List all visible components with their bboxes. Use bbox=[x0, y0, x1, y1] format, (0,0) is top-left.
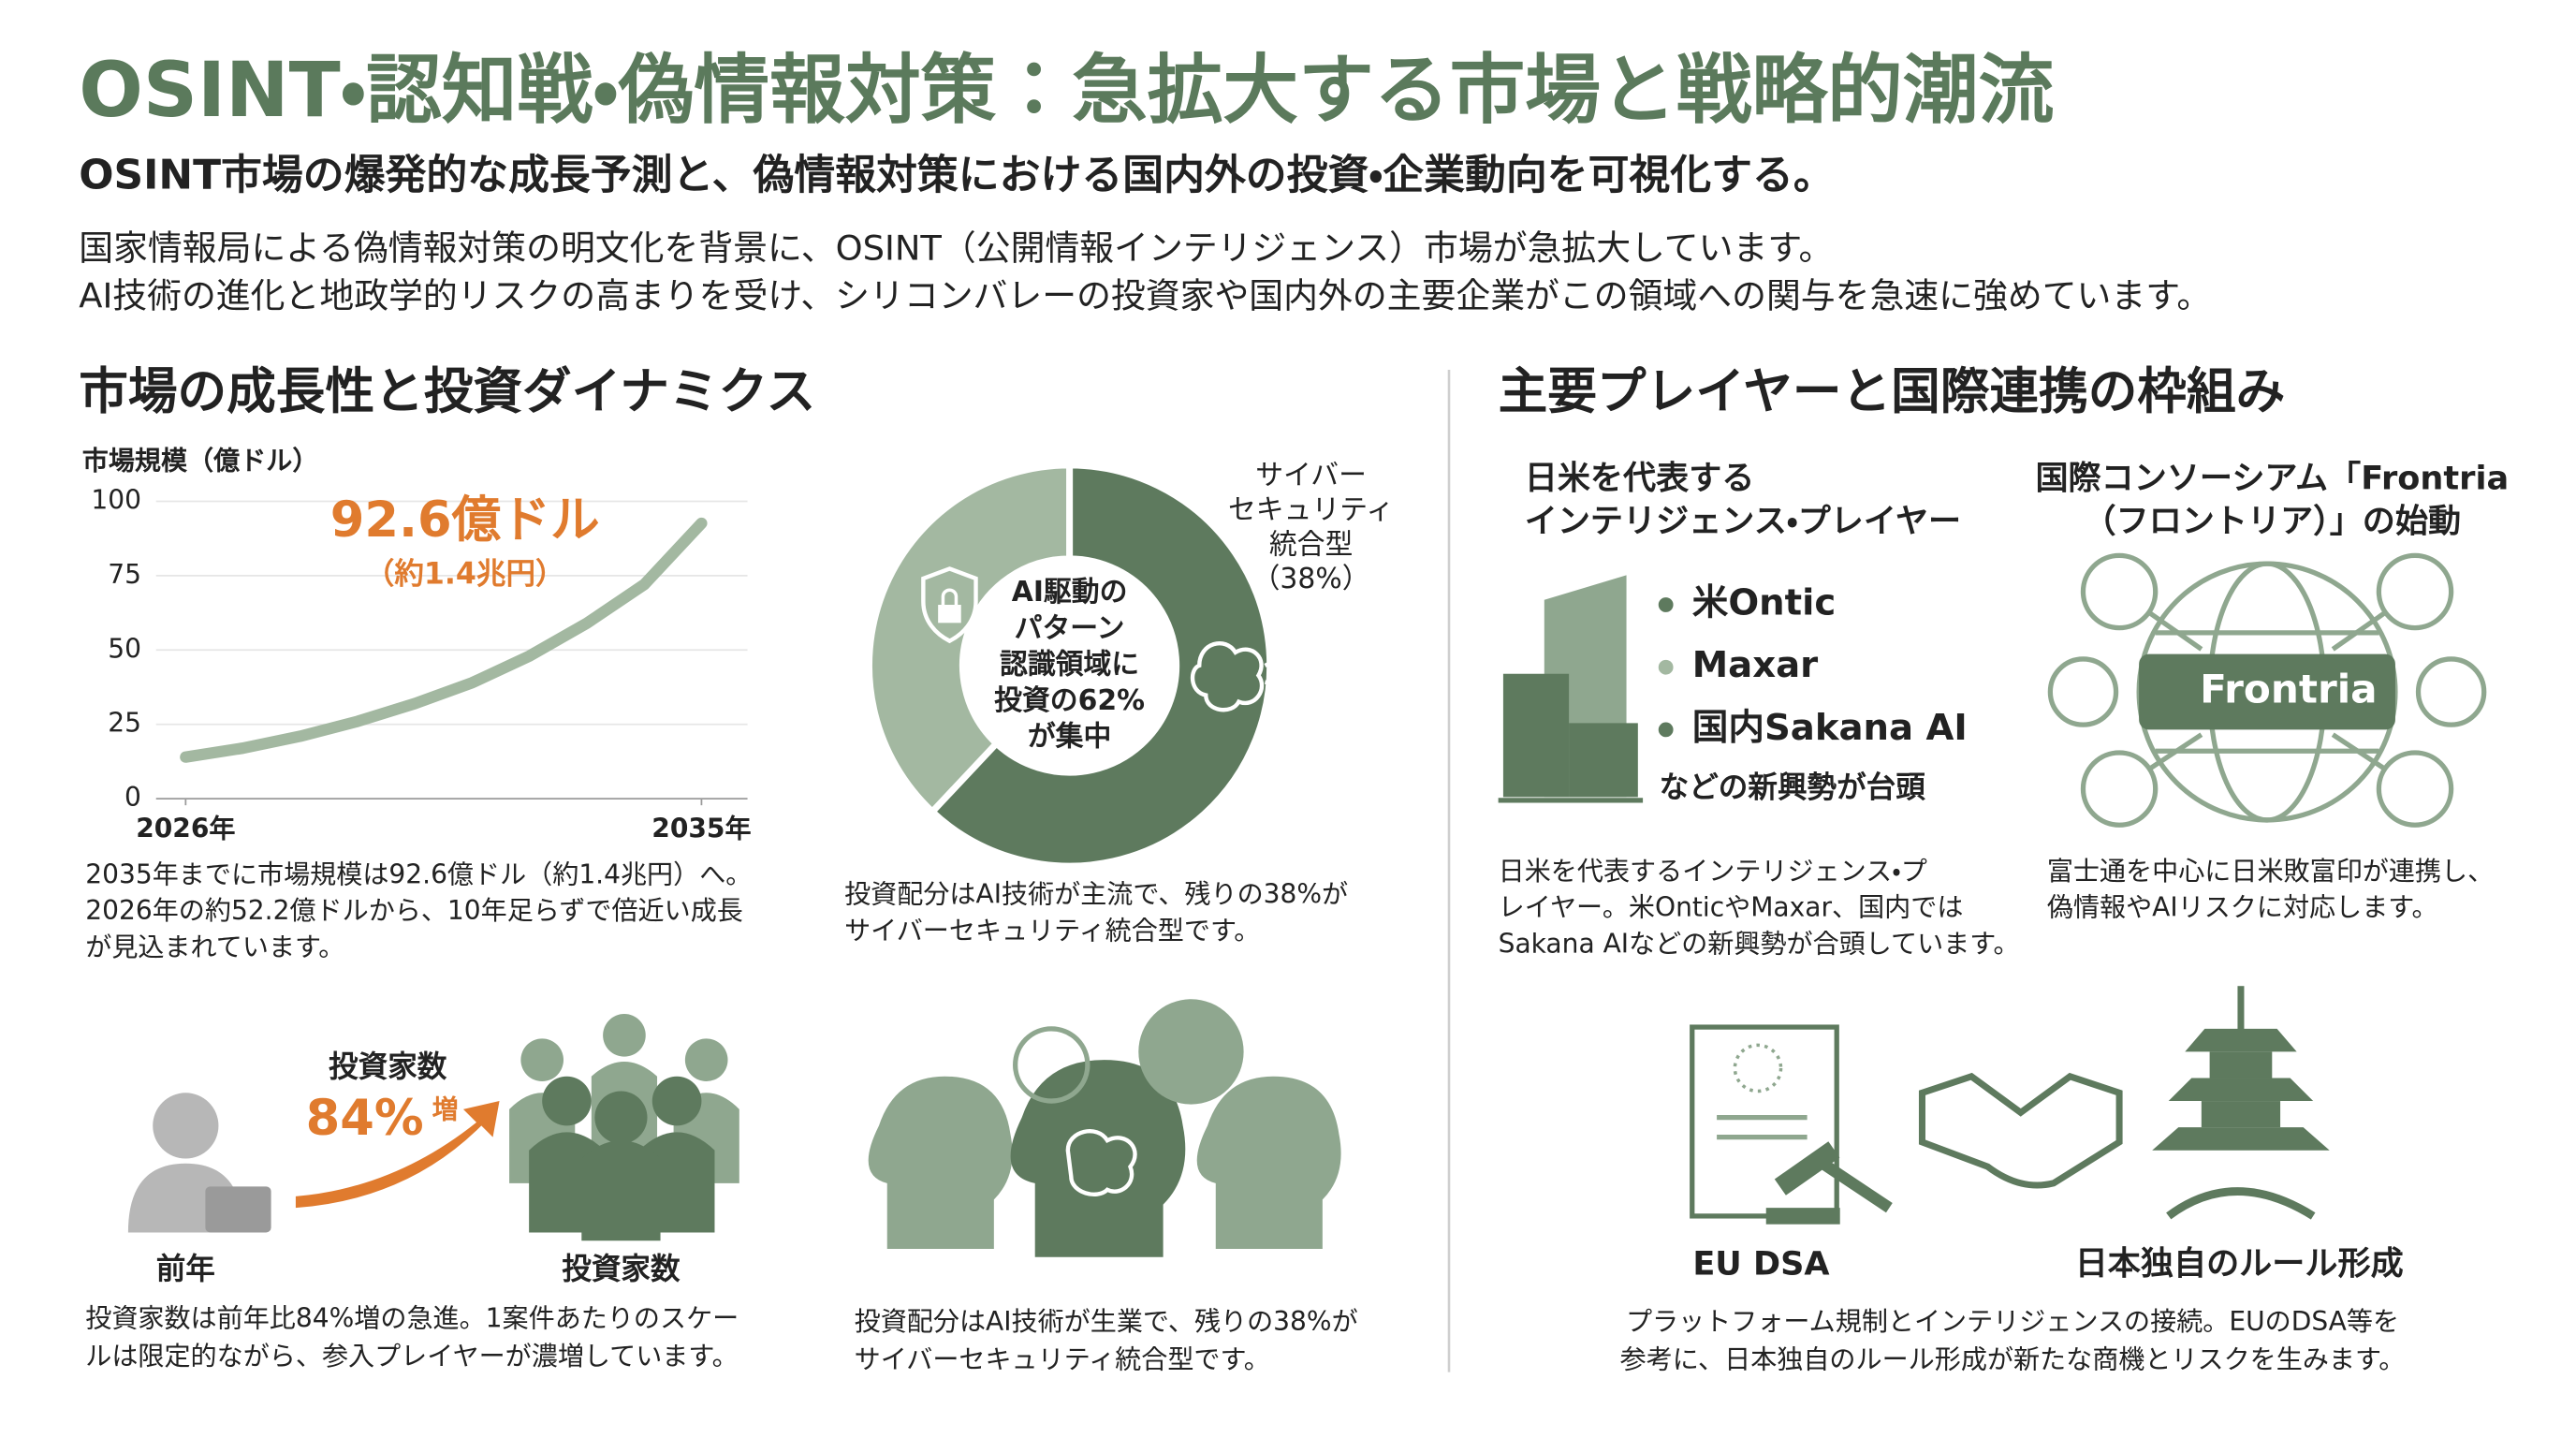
japan-label: 日本独自のルール形成 bbox=[2075, 1245, 2404, 1284]
donut-slice bbox=[928, 462, 1274, 870]
donut-center-label: が集中 bbox=[1028, 721, 1111, 754]
donut-center-label: 認識領域に bbox=[1000, 648, 1139, 681]
y-tick-label: 100 bbox=[91, 484, 141, 515]
caption: 投資配分はAI技術が主流で、残りの38%が bbox=[844, 879, 1348, 910]
players-title: インテリジェンス・プレイヤー bbox=[1525, 502, 1961, 540]
investor-after: 投資家数 bbox=[562, 1253, 681, 1286]
investor-suffix: 増 bbox=[432, 1094, 459, 1125]
bullet bbox=[1658, 597, 1674, 612]
eu-label: EU DSA bbox=[1692, 1245, 1829, 1284]
bullet bbox=[1658, 659, 1674, 675]
y-tick-label: 25 bbox=[108, 708, 141, 739]
caption: 富士通を中心に日米敗富印が連携し、 bbox=[2047, 856, 2494, 887]
players-title: 日米を代表する bbox=[1525, 460, 1755, 498]
caption: 2035年までに市場規模は92.6億ドル（約1.4兆円）へ。 bbox=[85, 859, 752, 890]
donut-center-label: AI駆動の bbox=[1012, 576, 1128, 609]
partner-icons bbox=[2047, 552, 2487, 828]
annotation-sub: （約1.4兆円） bbox=[365, 557, 565, 591]
frontria-logo: Frontria bbox=[2200, 667, 2378, 712]
donut-center-label: 投資の62% bbox=[994, 684, 1145, 717]
section-heading: 市場の成長性と投資ダイナミクス bbox=[79, 363, 815, 420]
investor-before: 前年 bbox=[156, 1253, 215, 1286]
donut-center-label: パターン bbox=[1015, 612, 1125, 645]
investor-growth: 84% bbox=[306, 1090, 424, 1147]
x-tick-label: 2035年 bbox=[651, 813, 751, 844]
intro: 国家情報局による偽情報対策の明文化を背景に、OSINT（公開情報インテリジェンス… bbox=[79, 227, 1833, 268]
y-tick-label: 50 bbox=[108, 633, 141, 664]
document-gavel-icon bbox=[1690, 1024, 1893, 1225]
y-axis-label: 市場規模（億ドル） bbox=[82, 445, 319, 476]
person-icon bbox=[127, 1093, 271, 1233]
bullet bbox=[1658, 722, 1674, 738]
caption: プラットフォーム規制とインテリジェンスの接続。EUのDSA等を bbox=[1626, 1306, 2399, 1337]
crowd-icon bbox=[509, 1014, 739, 1241]
caption: ルは限定的ながら、参入プレイヤーが濃増しています。 bbox=[85, 1341, 738, 1372]
donut-side-label: サイバー bbox=[1255, 460, 1367, 492]
y-tick-label: 75 bbox=[108, 559, 141, 590]
section-heading: 主要プレイヤーと国際連携の枠組み bbox=[1499, 363, 2286, 420]
shield-icon bbox=[921, 566, 978, 644]
line-series bbox=[180, 517, 708, 763]
players-footer: などの新興勢が台頭 bbox=[1660, 771, 1926, 805]
donut-side-label: セキュリティ bbox=[1228, 493, 1394, 526]
growth-arrow bbox=[295, 1101, 500, 1209]
caption: 2026年の約52.2億ドルから、10年足らずで倍近い成長 bbox=[85, 895, 743, 926]
caption: サイバーセキュリティ統合型です。 bbox=[844, 915, 1260, 946]
annotation: 92.6億ドル bbox=[330, 492, 600, 549]
ai-heads-icon bbox=[868, 999, 1341, 1257]
intro: AI技術の進化と地政学的リスクの高まりを受け、シリコンバレーの投資家や国内外の主… bbox=[79, 275, 2211, 315]
x-tick-label: 2026年 bbox=[136, 813, 235, 844]
donut-slice bbox=[865, 462, 1074, 817]
handshake-icon bbox=[1918, 1072, 2123, 1189]
player-item: Maxar bbox=[1692, 644, 1818, 686]
consortium-title: 国際コンソーシアム「Frontria bbox=[2035, 460, 2509, 498]
title: OSINT・認知戦・偽情報対策：急拡大する市場と戦略的潮流 bbox=[79, 47, 2054, 135]
caption: 偽情報やAIリスクに対応します。 bbox=[2047, 892, 2438, 923]
caption: 投資家数は前年比84%増の急進。1案件あたりのスケー bbox=[85, 1302, 739, 1333]
donut-side-label: 統合型 bbox=[1269, 528, 1353, 561]
subtitle: OSINT市場の爆発的な成長予測と、偽情報対策における国内外の投資・企業動向を可… bbox=[79, 152, 1834, 199]
investor-label: 投資家数 bbox=[329, 1050, 447, 1084]
y-tick-label: 0 bbox=[124, 782, 141, 813]
player-item: 国内Sakana AI bbox=[1692, 707, 1968, 749]
caption: 投資配分はAI技術が生業で、残りの38%が bbox=[855, 1306, 1358, 1337]
caption: サイバーセキュリティ統合型です。 bbox=[855, 1343, 1270, 1374]
caption: が見込まれています。 bbox=[85, 932, 344, 962]
buildings-icon bbox=[1498, 575, 1644, 803]
consortium-title: （フロントリア）」の始動 bbox=[2084, 502, 2462, 540]
player-item: 米Ontic bbox=[1692, 582, 1837, 624]
caption: 参考に、日本独自のルール形成が新たな商機とリスクを生みます。 bbox=[1620, 1343, 2406, 1374]
donut-side-label: （38%） bbox=[1252, 563, 1370, 595]
caption: Sakana AIなどの新興勢が合頭しています。 bbox=[1499, 928, 2020, 959]
brain-icon bbox=[1190, 641, 1286, 712]
caption: レイヤー。米OnticやMaxar、国内では bbox=[1499, 892, 1964, 923]
caption: 日米を代表するインテリジェンス・プ bbox=[1499, 856, 1927, 887]
pagoda-icon bbox=[2152, 986, 2330, 1220]
frontria-badge bbox=[2139, 653, 2395, 730]
